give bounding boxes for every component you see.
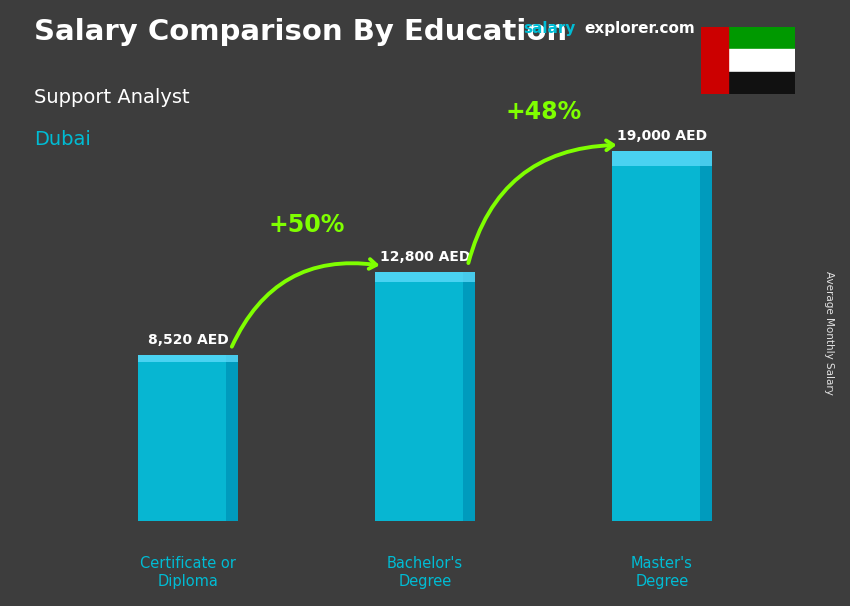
Text: +48%: +48% bbox=[506, 100, 581, 124]
Text: 19,000 AED: 19,000 AED bbox=[617, 129, 707, 143]
Text: Master's
Degree: Master's Degree bbox=[631, 556, 693, 588]
Text: Dubai: Dubai bbox=[34, 130, 91, 149]
FancyBboxPatch shape bbox=[612, 151, 711, 165]
Text: salary: salary bbox=[523, 21, 575, 36]
FancyBboxPatch shape bbox=[612, 151, 711, 521]
Text: Support Analyst: Support Analyst bbox=[34, 88, 190, 107]
Text: +50%: +50% bbox=[269, 213, 345, 237]
Text: Bachelor's
Degree: Bachelor's Degree bbox=[387, 556, 463, 588]
Bar bbox=[701, 27, 795, 49]
Text: Certificate or
Diploma: Certificate or Diploma bbox=[140, 556, 236, 588]
Text: explorer.com: explorer.com bbox=[585, 21, 695, 36]
Bar bbox=[701, 72, 795, 94]
FancyBboxPatch shape bbox=[462, 271, 475, 521]
Text: Salary Comparison By Education: Salary Comparison By Education bbox=[34, 18, 567, 46]
FancyBboxPatch shape bbox=[226, 355, 238, 521]
Bar bbox=[701, 49, 795, 72]
FancyBboxPatch shape bbox=[139, 355, 238, 521]
FancyBboxPatch shape bbox=[139, 355, 238, 362]
Text: 12,800 AED: 12,800 AED bbox=[380, 250, 470, 264]
Text: Average Monthly Salary: Average Monthly Salary bbox=[824, 271, 834, 395]
Text: 8,520 AED: 8,520 AED bbox=[148, 333, 229, 347]
Bar bbox=[701, 27, 728, 94]
FancyBboxPatch shape bbox=[375, 271, 475, 282]
FancyBboxPatch shape bbox=[700, 151, 711, 521]
FancyBboxPatch shape bbox=[375, 271, 475, 521]
